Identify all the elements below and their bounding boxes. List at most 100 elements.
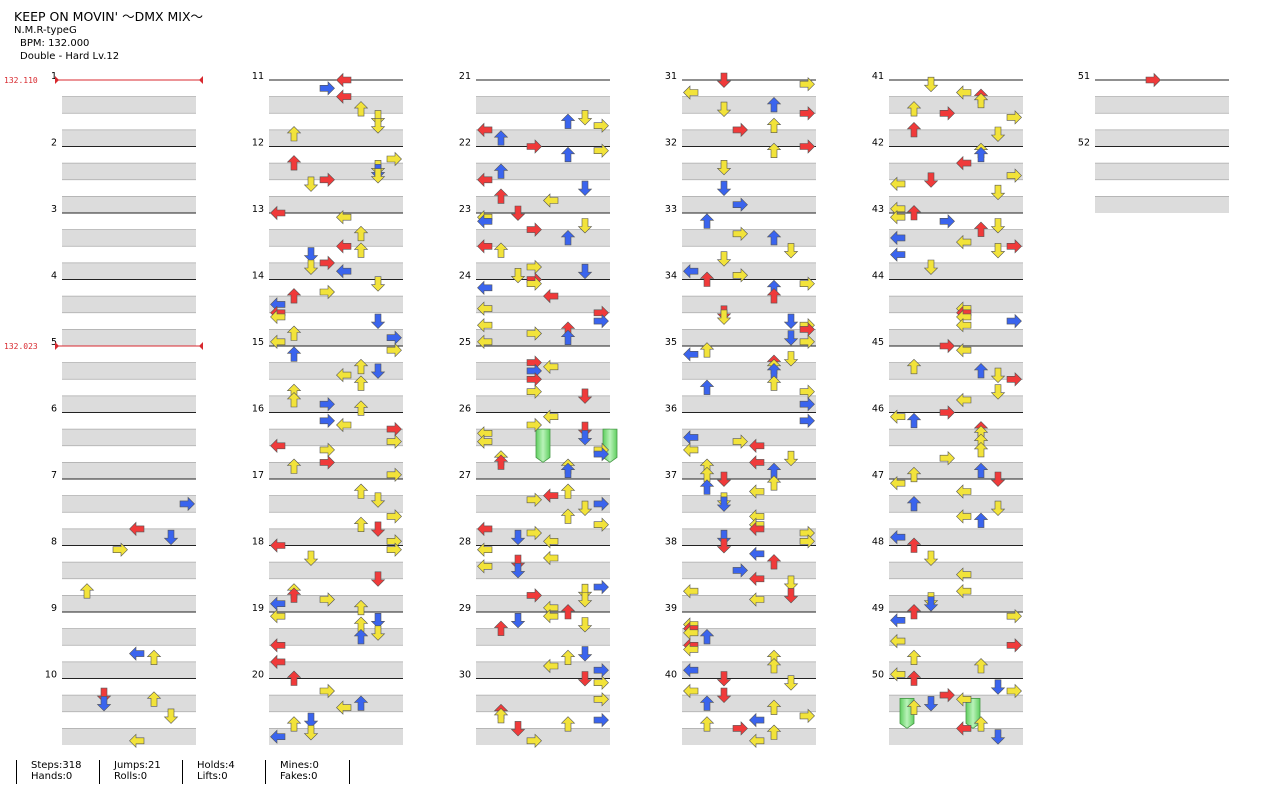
left-arrow-icon <box>956 484 972 499</box>
left-arrow-icon <box>749 733 765 749</box>
up-arrow-icon <box>923 596 939 612</box>
down-arrow-icon <box>353 358 369 375</box>
beat-band <box>682 329 816 346</box>
up-arrow-icon <box>370 571 386 587</box>
measure-number: 31 <box>665 71 677 82</box>
down-arrow-icon <box>906 604 922 620</box>
up-arrow-icon <box>510 529 526 546</box>
right-arrow-icon <box>732 197 748 212</box>
right-arrow-icon <box>799 534 815 549</box>
measure-number: 34 <box>665 271 677 282</box>
left-arrow-icon <box>543 288 559 304</box>
left-arrow-icon <box>749 438 765 454</box>
measure-number: 50 <box>872 670 884 681</box>
up-arrow-icon <box>163 708 179 724</box>
beat-band <box>476 528 610 546</box>
down-arrow-icon <box>353 101 369 117</box>
down-arrow-icon <box>973 221 989 237</box>
up-arrow-icon <box>510 563 526 579</box>
down-arrow-icon <box>286 126 302 142</box>
left-arrow-icon <box>956 721 972 736</box>
left-arrow-icon <box>890 247 906 262</box>
left-arrow-icon <box>477 559 493 574</box>
beat-band <box>889 395 1023 413</box>
beat-band <box>476 661 610 679</box>
left-arrow-icon <box>749 571 765 587</box>
down-arrow-icon <box>560 329 576 346</box>
up-arrow-icon <box>577 646 593 662</box>
left-arrow-icon <box>890 633 906 649</box>
right-arrow-icon <box>939 450 955 466</box>
right-arrow-icon <box>526 384 542 399</box>
down-arrow-icon <box>79 583 95 599</box>
down-arrow-icon <box>973 92 989 109</box>
left-arrow-icon <box>683 583 699 599</box>
beat-band <box>476 395 610 413</box>
up-arrow-icon <box>716 671 732 687</box>
measure-number: 3 <box>51 204 57 215</box>
beat-band <box>682 495 816 513</box>
beat-band <box>1095 163 1229 180</box>
down-arrow-icon <box>493 188 509 204</box>
down-arrow-icon <box>353 628 369 645</box>
beat-band <box>682 129 816 147</box>
beat-band <box>62 462 196 479</box>
difficulty-label: Double - Hard Lv.12 <box>20 51 120 62</box>
beat-band <box>889 329 1023 346</box>
measure-number: 6 <box>51 404 57 415</box>
beat-band <box>476 362 610 380</box>
right-arrow-icon <box>386 467 402 483</box>
beat-band <box>1095 129 1229 147</box>
beat-band <box>269 329 403 346</box>
left-arrow-icon <box>477 434 493 449</box>
left-arrow-icon <box>890 529 906 545</box>
right-arrow-icon <box>593 675 609 690</box>
measure-number: 17 <box>252 470 264 481</box>
measure-number: 35 <box>665 337 677 348</box>
up-arrow-icon <box>577 388 593 404</box>
right-arrow-icon <box>939 687 955 703</box>
beat-band <box>889 728 1023 745</box>
measure-number: 49 <box>872 603 884 614</box>
down-arrow-icon <box>906 466 922 483</box>
left-arrow-icon <box>683 662 699 678</box>
right-arrow-icon <box>526 733 542 749</box>
down-arrow-icon <box>560 604 576 620</box>
left-arrow-icon <box>477 214 493 229</box>
left-arrow-icon <box>956 85 972 100</box>
left-arrow-icon <box>543 359 559 375</box>
left-arrow-icon <box>477 521 493 537</box>
beat-band <box>682 628 816 646</box>
right-arrow-icon <box>799 334 815 350</box>
left-arrow-icon <box>477 172 493 188</box>
left-arrow-icon <box>956 583 972 599</box>
measure-number: 24 <box>459 271 471 282</box>
down-arrow-icon <box>286 458 302 474</box>
up-arrow-icon <box>716 471 732 487</box>
beat-band <box>476 129 610 147</box>
stat-column-holds: Holds:4 Lifts:0 <box>182 760 235 784</box>
down-arrow-icon <box>699 271 715 287</box>
up-arrow-icon <box>716 180 732 197</box>
down-arrow-icon <box>560 462 576 479</box>
down-arrow-icon <box>906 495 922 512</box>
beat-band <box>682 362 816 380</box>
down-arrow-icon <box>493 707 509 724</box>
up-arrow-icon <box>783 675 799 691</box>
down-arrow-icon <box>699 479 715 495</box>
up-arrow-icon <box>990 218 1006 234</box>
right-arrow-icon <box>732 122 748 138</box>
up-arrow-icon <box>370 118 386 134</box>
bpm-marker <box>199 342 203 350</box>
beat-band <box>476 96 610 114</box>
measure-number: 39 <box>665 603 677 614</box>
right-arrow-icon <box>319 592 335 607</box>
left-arrow-icon <box>683 347 699 362</box>
song-artist: N.M.R-typeG <box>14 25 77 36</box>
beat-band <box>269 462 403 479</box>
left-arrow-icon <box>890 409 906 424</box>
beat-band <box>682 163 816 180</box>
beat-band <box>1095 96 1229 114</box>
beat-band <box>62 329 196 346</box>
beat-band <box>476 695 610 712</box>
